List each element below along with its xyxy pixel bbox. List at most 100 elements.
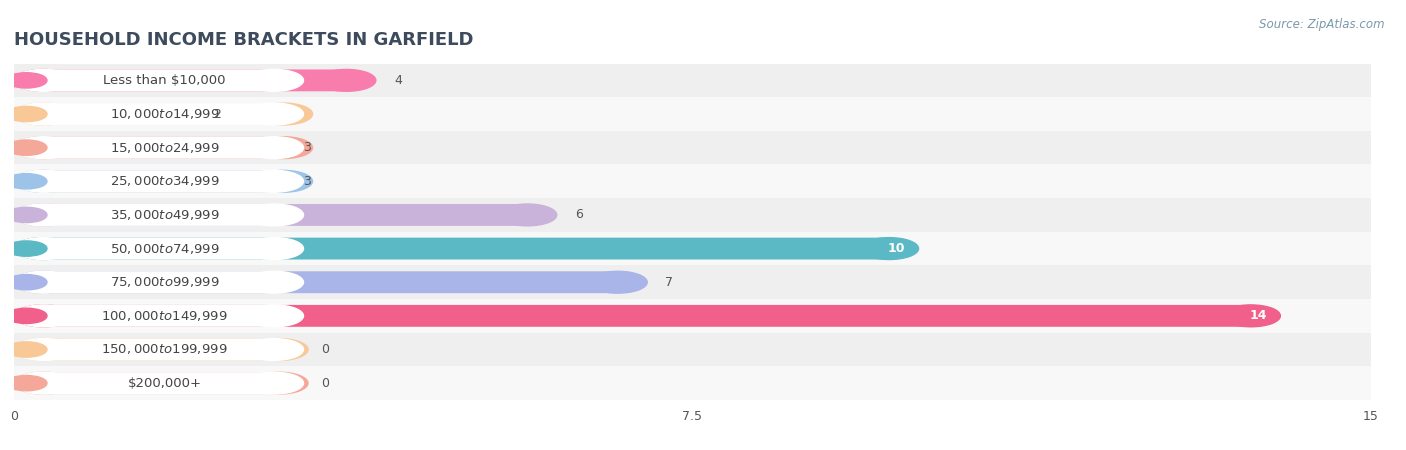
FancyBboxPatch shape — [44, 137, 283, 158]
Circle shape — [498, 204, 557, 226]
FancyBboxPatch shape — [44, 238, 889, 260]
Text: $15,000 to $24,999: $15,000 to $24,999 — [110, 141, 219, 155]
FancyBboxPatch shape — [44, 305, 1251, 327]
Circle shape — [14, 305, 73, 327]
FancyBboxPatch shape — [44, 69, 274, 91]
Circle shape — [245, 238, 304, 260]
Circle shape — [6, 174, 46, 189]
FancyBboxPatch shape — [14, 299, 1371, 333]
FancyBboxPatch shape — [44, 69, 346, 91]
FancyBboxPatch shape — [44, 271, 617, 293]
Text: $35,000 to $49,999: $35,000 to $49,999 — [110, 208, 219, 222]
Circle shape — [14, 372, 73, 394]
Circle shape — [14, 204, 73, 226]
Text: 10: 10 — [887, 242, 905, 255]
Circle shape — [253, 103, 312, 125]
FancyBboxPatch shape — [14, 232, 1371, 266]
Text: 6: 6 — [575, 208, 582, 221]
Circle shape — [6, 274, 46, 290]
Circle shape — [14, 204, 73, 226]
Circle shape — [245, 372, 304, 394]
Circle shape — [14, 103, 73, 125]
Circle shape — [245, 305, 304, 327]
Circle shape — [6, 308, 46, 324]
FancyBboxPatch shape — [14, 131, 1371, 164]
Circle shape — [14, 137, 73, 158]
Circle shape — [14, 69, 73, 91]
Circle shape — [245, 103, 304, 125]
FancyBboxPatch shape — [44, 372, 278, 394]
FancyBboxPatch shape — [44, 103, 283, 125]
Circle shape — [253, 137, 312, 158]
Circle shape — [245, 137, 304, 158]
Circle shape — [14, 69, 73, 91]
Text: 0: 0 — [322, 377, 329, 390]
Circle shape — [318, 69, 375, 91]
Circle shape — [245, 171, 304, 192]
Circle shape — [14, 372, 73, 394]
Circle shape — [6, 241, 46, 256]
FancyBboxPatch shape — [44, 372, 274, 394]
FancyBboxPatch shape — [44, 305, 274, 327]
FancyBboxPatch shape — [44, 271, 274, 293]
Circle shape — [14, 238, 73, 260]
FancyBboxPatch shape — [14, 333, 1371, 366]
FancyBboxPatch shape — [14, 97, 1371, 131]
FancyBboxPatch shape — [44, 238, 274, 260]
Circle shape — [14, 338, 73, 360]
Text: $150,000 to $199,999: $150,000 to $199,999 — [101, 342, 228, 356]
Circle shape — [14, 305, 73, 327]
Circle shape — [249, 372, 308, 394]
Text: $75,000 to $99,999: $75,000 to $99,999 — [110, 275, 219, 289]
FancyBboxPatch shape — [44, 204, 274, 226]
Text: 4: 4 — [394, 74, 402, 87]
Circle shape — [14, 171, 73, 192]
Text: $100,000 to $149,999: $100,000 to $149,999 — [101, 309, 228, 323]
Circle shape — [14, 103, 73, 125]
Circle shape — [6, 207, 46, 223]
Circle shape — [6, 140, 46, 155]
Circle shape — [14, 271, 73, 293]
Circle shape — [589, 271, 647, 293]
Text: 14: 14 — [1250, 309, 1267, 322]
Circle shape — [6, 375, 46, 391]
Circle shape — [245, 204, 304, 226]
Circle shape — [1222, 305, 1281, 327]
FancyBboxPatch shape — [14, 63, 1371, 97]
Circle shape — [6, 106, 46, 122]
Circle shape — [245, 69, 304, 91]
Circle shape — [860, 238, 918, 260]
Text: 2: 2 — [214, 108, 221, 121]
Circle shape — [245, 338, 304, 360]
Circle shape — [14, 238, 73, 260]
Text: $50,000 to $74,999: $50,000 to $74,999 — [110, 242, 219, 256]
Text: 0: 0 — [322, 343, 329, 356]
FancyBboxPatch shape — [44, 338, 278, 360]
FancyBboxPatch shape — [44, 137, 274, 158]
Circle shape — [14, 338, 73, 360]
FancyBboxPatch shape — [44, 338, 274, 360]
Text: Source: ZipAtlas.com: Source: ZipAtlas.com — [1260, 18, 1385, 31]
FancyBboxPatch shape — [14, 366, 1371, 400]
Text: $25,000 to $34,999: $25,000 to $34,999 — [110, 174, 219, 188]
Text: 7: 7 — [665, 276, 673, 289]
Circle shape — [14, 271, 73, 293]
FancyBboxPatch shape — [44, 204, 527, 226]
Text: 3: 3 — [304, 175, 311, 188]
Text: 3: 3 — [304, 141, 311, 154]
Text: HOUSEHOLD INCOME BRACKETS IN GARFIELD: HOUSEHOLD INCOME BRACKETS IN GARFIELD — [14, 31, 474, 49]
FancyBboxPatch shape — [44, 171, 274, 192]
Circle shape — [14, 171, 73, 192]
FancyBboxPatch shape — [14, 164, 1371, 198]
Text: $10,000 to $14,999: $10,000 to $14,999 — [110, 107, 219, 121]
Circle shape — [245, 271, 304, 293]
FancyBboxPatch shape — [14, 198, 1371, 232]
Circle shape — [14, 137, 73, 158]
Circle shape — [249, 338, 308, 360]
FancyBboxPatch shape — [44, 171, 283, 192]
Circle shape — [6, 342, 46, 357]
Text: Less than $10,000: Less than $10,000 — [103, 74, 226, 87]
FancyBboxPatch shape — [44, 103, 274, 125]
FancyBboxPatch shape — [14, 266, 1371, 299]
Circle shape — [6, 73, 46, 88]
